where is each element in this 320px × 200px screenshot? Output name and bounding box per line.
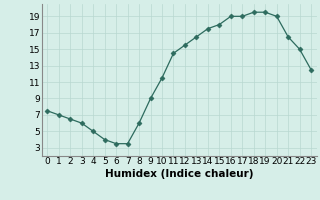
X-axis label: Humidex (Indice chaleur): Humidex (Indice chaleur) [105,169,253,179]
